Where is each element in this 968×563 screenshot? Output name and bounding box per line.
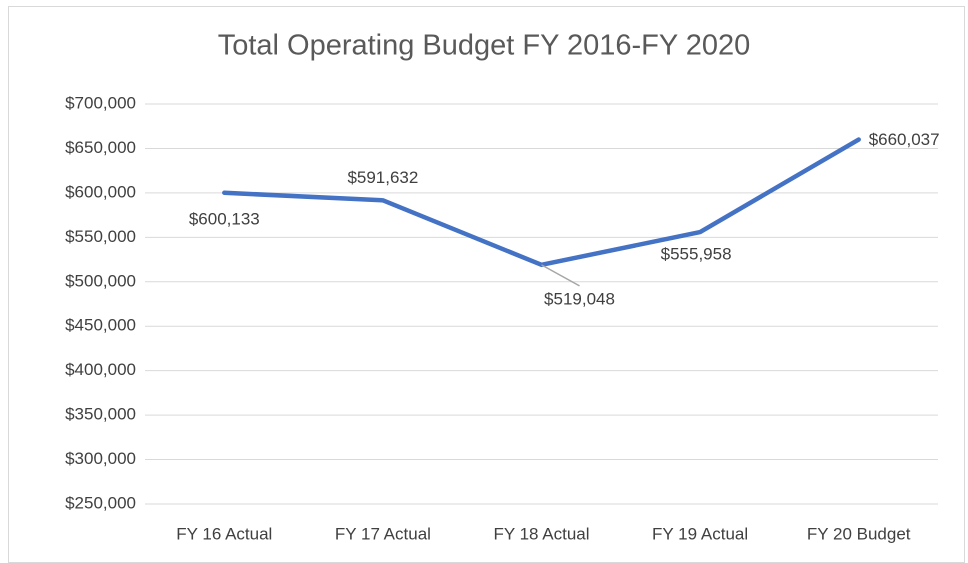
x-tick-label: FY 20 Budget (807, 524, 911, 543)
y-tick-label: $550,000 (65, 227, 136, 246)
leader-line (541, 264, 580, 287)
data-label: $519,048 (544, 289, 615, 308)
y-tick-label: $700,000 (65, 93, 136, 112)
x-tick-label: FY 18 Actual (493, 524, 589, 543)
y-tick-label: $600,000 (65, 182, 136, 201)
y-tick-label: $650,000 (65, 138, 136, 157)
data-label: $660,037 (869, 130, 940, 149)
x-tick-label: FY 16 Actual (176, 524, 272, 543)
chart-title: Total Operating Budget FY 2016-FY 2020 (218, 30, 751, 62)
data-label: $600,133 (189, 209, 260, 228)
data-label: $555,958 (661, 245, 732, 264)
y-tick-label: $250,000 (65, 493, 136, 512)
y-tick-label: $450,000 (65, 316, 136, 335)
data-label: $591,632 (347, 168, 418, 187)
y-tick-label: $300,000 (65, 449, 136, 468)
x-tick-label: FY 17 Actual (335, 524, 431, 543)
chart-frame (8, 6, 965, 563)
y-tick-label: $500,000 (65, 271, 136, 290)
x-tick-label: FY 19 Actual (652, 524, 748, 543)
series-line (222, 137, 861, 268)
y-tick-label: $350,000 (65, 405, 136, 424)
y-tick-label: $400,000 (65, 360, 136, 379)
